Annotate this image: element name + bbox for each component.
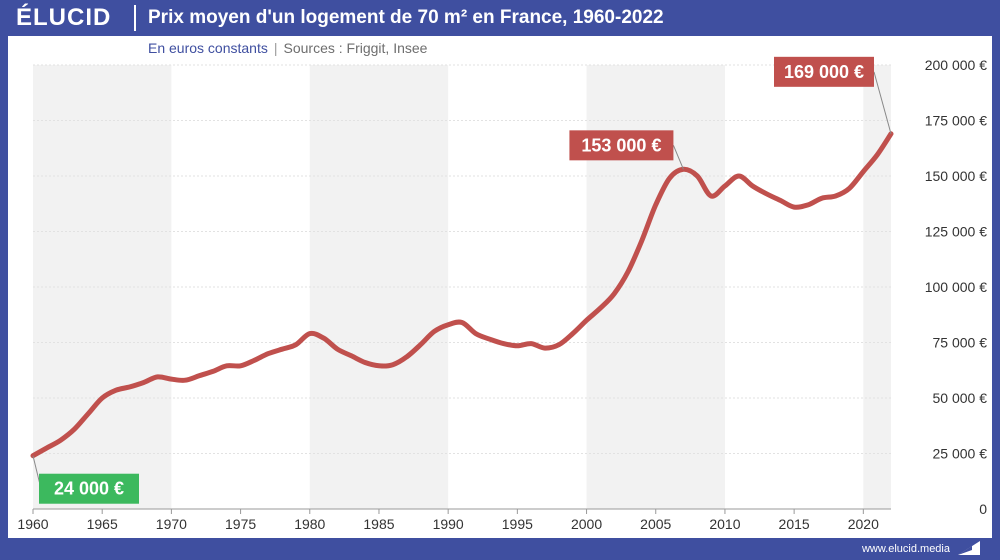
x-tick-label: 1965 xyxy=(87,516,118,532)
x-tick-label: 1995 xyxy=(502,516,533,532)
x-tick-label: 1980 xyxy=(294,516,325,532)
y-tick-label: 25 000 € xyxy=(933,446,988,462)
footer-credit: www.elucid.media xyxy=(861,543,950,555)
annotation-leader xyxy=(873,71,892,134)
x-tick-label: 2015 xyxy=(779,516,810,532)
x-tick-label: 1960 xyxy=(17,516,48,532)
annotation-label: 169 000 € xyxy=(784,62,864,82)
series-line xyxy=(30,131,894,459)
y-axis: 0 25 000 € 50 000 € 75 000 € 100 000 € 125 00… xyxy=(925,57,988,517)
elucid-logo: ÉLUCID xyxy=(16,4,112,31)
chart-title: Prix moyen d'un logement de 70 m² en Fra… xyxy=(148,7,664,28)
annotations: 24 000 € 153 000 € 169 000 € xyxy=(32,56,892,504)
chart-subtitle: En euros constants | Sources : Friggit, In… xyxy=(148,39,427,57)
subtitle-separator: | xyxy=(273,40,278,56)
shaded-bands xyxy=(33,65,891,509)
y-tick-label: 0 xyxy=(979,501,987,517)
right-border xyxy=(992,36,1000,538)
annotation-label: 24 000 € xyxy=(54,479,124,499)
x-tick-label: 2010 xyxy=(709,516,740,532)
subtitle-unit: En euros constants xyxy=(148,40,268,56)
y-tick-label: 175 000 € xyxy=(925,113,987,129)
x-tick-label: 2000 xyxy=(571,516,602,532)
x-tick-label: 1970 xyxy=(156,516,187,532)
x-tick-label: 1985 xyxy=(363,516,394,532)
subtitle-sources: Sources : Friggit, Insee xyxy=(283,40,428,56)
x-tick-label: 1975 xyxy=(225,516,256,532)
footer-bar xyxy=(0,538,1000,560)
series-group xyxy=(30,131,894,459)
annotation-leader xyxy=(672,145,684,170)
y-tick-label: 200 000 € xyxy=(925,57,987,73)
annotation-box xyxy=(774,56,874,87)
x-tick-label: 2005 xyxy=(640,516,671,532)
elucid-mark-icon xyxy=(958,541,980,555)
annotation-box xyxy=(39,473,139,504)
y-tick-label: 150 000 € xyxy=(925,168,987,184)
header-bar xyxy=(0,0,1000,36)
y-tick-label: 50 000 € xyxy=(933,390,988,406)
left-border xyxy=(0,36,8,538)
x-tick-label: 1990 xyxy=(433,516,464,532)
header-divider xyxy=(134,5,136,31)
y-tick-label: 125 000 € xyxy=(925,224,987,240)
annotation-label: 153 000 € xyxy=(581,135,661,155)
annotation-box xyxy=(569,130,674,161)
y-tick-label: 100 000 € xyxy=(925,279,987,295)
y-tick-label: 75 000 € xyxy=(933,335,988,351)
x-axis: 1960 1965 1970 1975 1980 1985 1990 1995 2000 2005… xyxy=(17,508,891,532)
x-tick-label: 2020 xyxy=(848,516,879,532)
